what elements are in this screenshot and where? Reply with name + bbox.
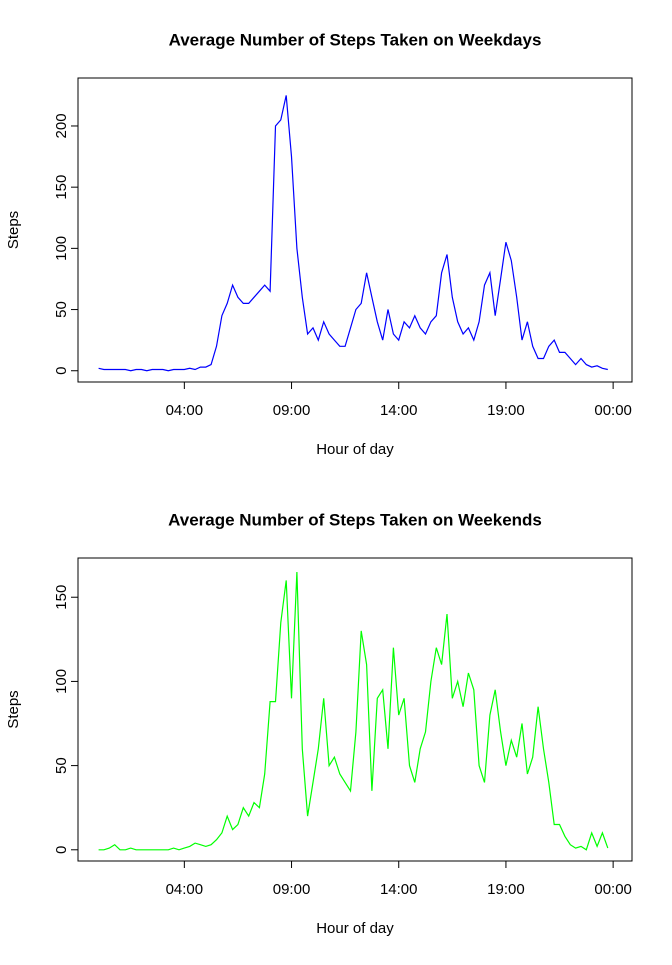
y-tick-label: 150 (53, 585, 70, 610)
x-tick-label: 04:00 (166, 881, 204, 898)
y-tick-label: 0 (53, 846, 70, 854)
x-axis-label: Hour of day (316, 441, 394, 458)
y-tick-label: 150 (53, 175, 70, 200)
x-tick-label: 14:00 (380, 402, 418, 419)
x-tick-label: 14:00 (380, 881, 418, 898)
y-axis-label: Steps (5, 211, 22, 249)
chart-title: Average Number of Steps Taken on Weekend… (168, 510, 542, 529)
x-tick-label: 00:00 (594, 402, 632, 419)
plot-box (77, 557, 633, 862)
x-tick-label: 00:00 (594, 881, 632, 898)
x-tick-label: 09:00 (273, 881, 311, 898)
data-line (98, 571, 609, 851)
y-tick-label: 200 (53, 113, 70, 138)
x-tick-label: 09:00 (273, 402, 311, 419)
chart-title: Average Number of Steps Taken on Weekday… (169, 30, 542, 49)
y-tick-label: 50 (53, 757, 70, 774)
x-tick-label: 19:00 (487, 402, 525, 419)
y-tick-label: 50 (53, 301, 70, 318)
y-tick-label: 100 (53, 669, 70, 694)
data-line (98, 95, 608, 372)
x-tick-label: 04:00 (166, 402, 204, 419)
y-tick-label: 0 (53, 367, 70, 375)
y-tick-label: 100 (53, 236, 70, 261)
x-tick-label: 19:00 (487, 881, 525, 898)
plot-box (77, 77, 633, 383)
x-axis-label: Hour of day (316, 920, 394, 937)
y-axis-label: Steps (5, 690, 22, 728)
